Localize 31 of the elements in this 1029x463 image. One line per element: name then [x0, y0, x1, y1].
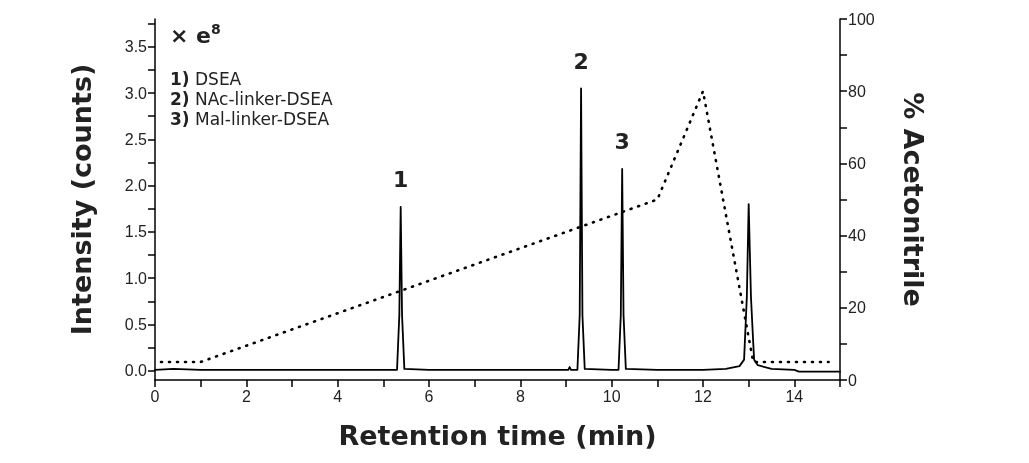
x-tick-label: 6: [424, 387, 434, 405]
x-tick-label: 10: [602, 387, 621, 405]
annotation: 1) DSEA: [170, 68, 242, 89]
y-tick-label: 1.5: [124, 223, 148, 241]
y-tick-label: 2.0: [124, 177, 148, 195]
y-tick-label: 1.0: [124, 269, 148, 287]
x-tick-label: 12: [694, 387, 712, 405]
y-tick-label: 0.0: [124, 362, 148, 380]
annotation: 2: [573, 48, 589, 74]
y2-tick-label: 80: [848, 82, 866, 100]
annotation: 1: [393, 167, 409, 193]
annotation: 3: [614, 129, 630, 155]
annotation: 2) NAc-linker-DSEA: [170, 88, 334, 109]
y2-tick-label: 60: [848, 154, 866, 172]
annotation: 3) Mal-linker-DSEA: [170, 108, 330, 129]
x-tick-label: 14: [785, 387, 804, 405]
y-tick-label: 2.5: [124, 130, 148, 148]
y2-axis-title: % Acetonitrile: [898, 92, 929, 307]
x-tick-label: 8: [515, 387, 525, 405]
y-tick-label: 3.5: [124, 38, 148, 56]
y2-tick-label: 20: [848, 299, 866, 317]
y-tick-label: 0.5: [124, 315, 148, 333]
y-tick-label: 3.0: [124, 84, 148, 102]
y2-tick-label: 40: [848, 227, 866, 245]
y2-tick-label: 0: [848, 371, 857, 389]
x-tick-label: 2: [241, 387, 251, 405]
x-axis-title: Retention time (min): [338, 420, 657, 451]
y2-tick-label: 100: [848, 10, 875, 28]
y-axis-title: Intensity (counts): [66, 63, 97, 336]
x-tick-label: 4: [333, 387, 343, 405]
x-tick-label: 0: [150, 387, 160, 405]
